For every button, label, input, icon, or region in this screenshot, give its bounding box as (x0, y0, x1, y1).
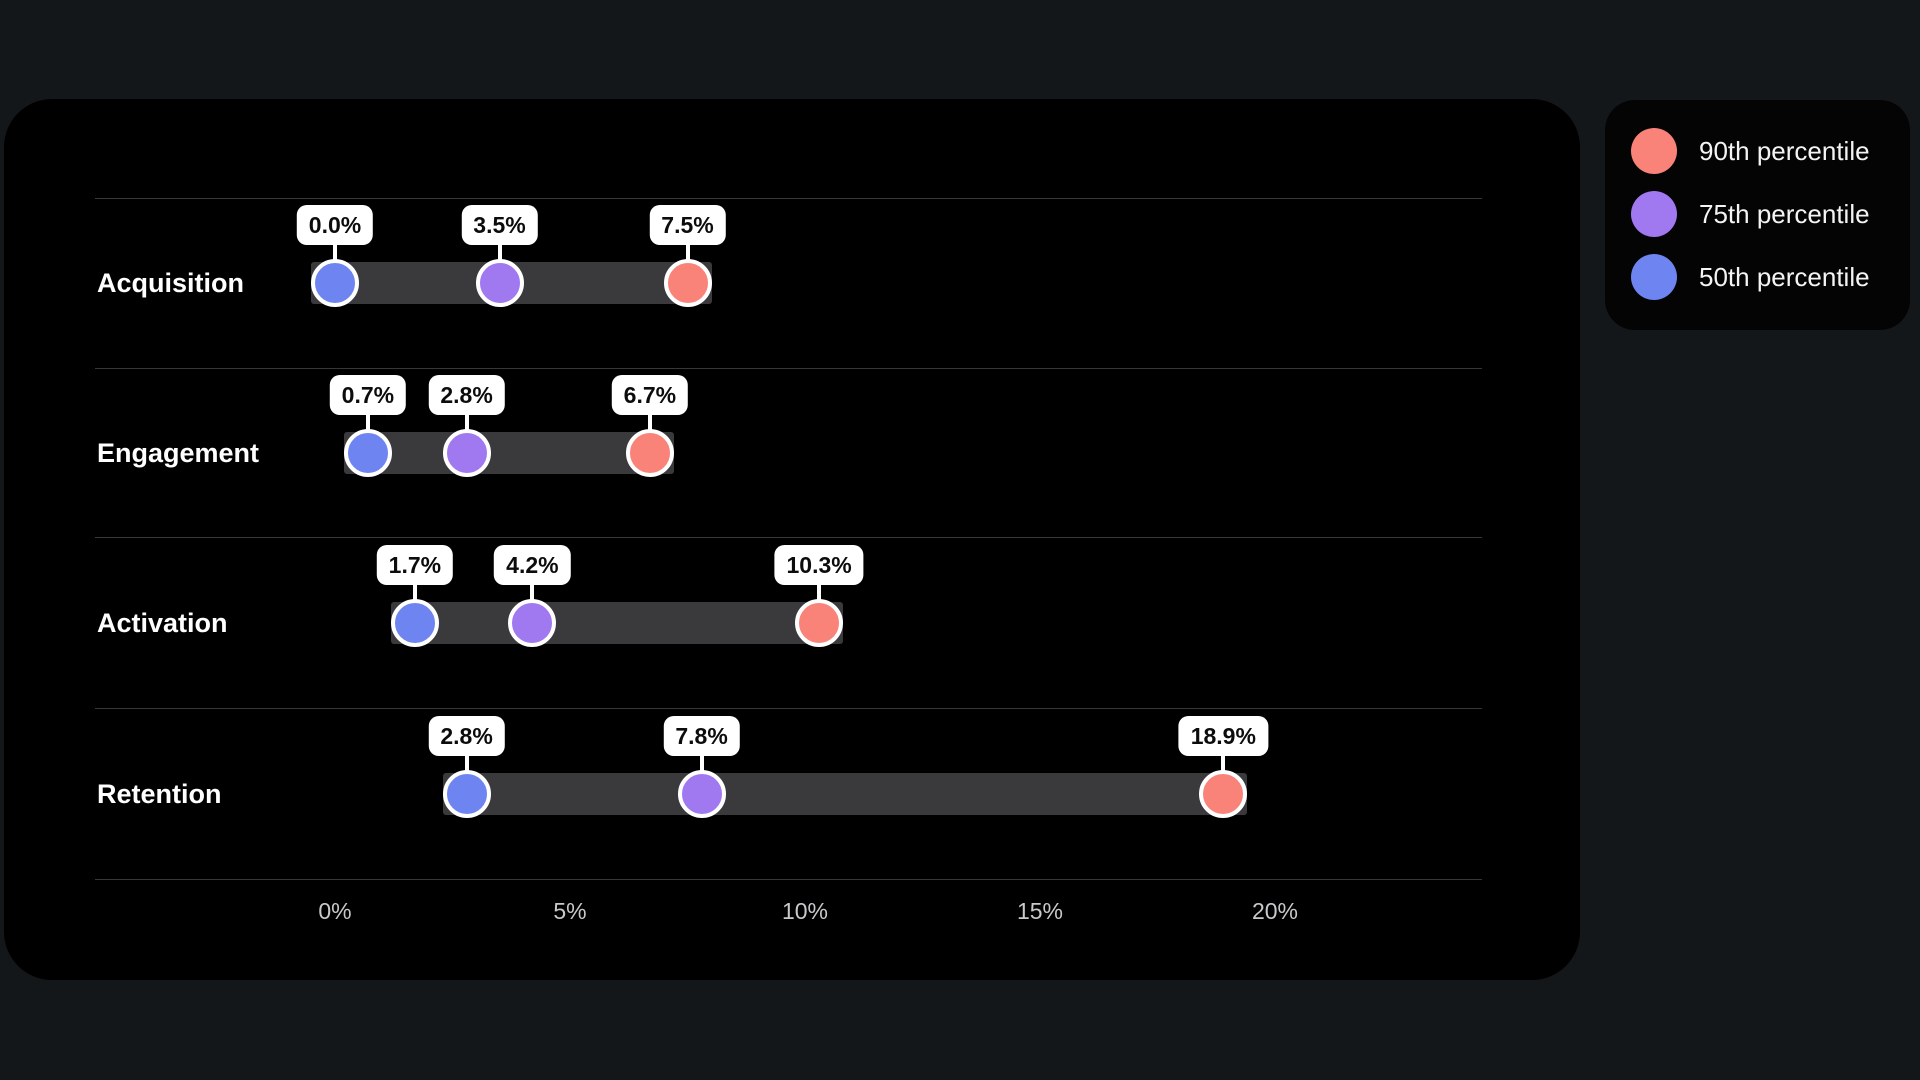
label-stem (647, 414, 652, 431)
gridline (95, 537, 1482, 538)
x-axis-tick-20%: 20% (1251, 898, 1299, 924)
dot-50th-percentile[interactable] (343, 428, 392, 477)
x-axis-tick-10%: 10% (781, 898, 829, 924)
label-stem (1221, 755, 1226, 772)
value-label: 4.2% (494, 544, 571, 585)
dot-90th-percentile[interactable] (1199, 769, 1248, 818)
dot-50th-percentile[interactable] (311, 259, 359, 307)
label-stem (365, 414, 370, 431)
label-stem (530, 584, 535, 601)
label-stem (464, 755, 469, 772)
dot-75th-percentile[interactable] (508, 598, 557, 647)
dot-50th-percentile[interactable] (390, 598, 439, 647)
value-label: 2.8% (428, 374, 505, 415)
label-stem (464, 414, 469, 431)
dot-90th-percentile[interactable] (663, 259, 712, 307)
percentile-range-bar (343, 431, 674, 474)
x-axis-tick-0%: 0% (318, 898, 352, 924)
percentile-dot-plot: Acquisition 0.0% 3.5% 7.5% Engagement 0.7% 2.8… (4, 99, 1580, 980)
percentile-range-bar (390, 601, 844, 644)
label-stem (817, 584, 822, 601)
legend-item-90th-percentile[interactable]: 90th percentile (1631, 128, 1910, 174)
gridline (95, 708, 1482, 709)
value-label: 2.8% (428, 715, 505, 756)
label-stem (333, 245, 337, 261)
dot-75th-percentile[interactable] (442, 428, 491, 477)
gridline (95, 198, 1482, 199)
category-label-retention: Retention (97, 778, 222, 809)
legend-item-label: 50th percentile (1699, 261, 1870, 292)
value-label: 18.9% (1178, 715, 1268, 756)
label-stem (699, 755, 704, 772)
dot-50th-percentile[interactable] (442, 769, 491, 818)
legend-item-label: 90th percentile (1699, 135, 1870, 166)
dot-75th-percentile[interactable] (475, 259, 524, 307)
label-stem (412, 584, 417, 601)
legend-item-75th-percentile[interactable]: 75th percentile (1631, 191, 1910, 237)
dot-90th-percentile[interactable] (795, 598, 844, 647)
value-label: 7.5% (649, 205, 726, 245)
value-label: 10.3% (774, 544, 864, 585)
chart-legend: 90th percentile 75th percentile 50th perce… (1605, 100, 1910, 330)
category-label-activation: Activation (97, 607, 228, 638)
value-label: 1.7% (376, 544, 454, 585)
value-label: 6.7% (611, 374, 689, 415)
legend-item-50th-percentile[interactable]: 50th percentile (1631, 254, 1910, 300)
value-label: 0.7% (329, 374, 407, 415)
category-label-engagement: Engagement (97, 437, 260, 468)
x-axis-tick-15%: 15% (1016, 898, 1064, 924)
x-axis-tick-5%: 5% (553, 898, 587, 924)
dot-75th-percentile[interactable] (677, 769, 726, 818)
legend-item-label: 75th percentile (1699, 198, 1870, 229)
x-axis-line (95, 879, 1482, 880)
circle-swatch-icon (1631, 191, 1677, 237)
gridline (95, 368, 1482, 369)
chart-card: Acquisition 0.0% 3.5% 7.5% Engagement 0.7% 2.8… (4, 99, 1580, 980)
category-label-acquisition: Acquisition (97, 268, 244, 298)
value-label: 7.8% (663, 715, 740, 756)
circle-swatch-icon (1631, 128, 1677, 174)
percentile-range-bar (442, 772, 1248, 815)
dot-90th-percentile[interactable] (625, 428, 674, 477)
value-label: 3.5% (461, 205, 538, 245)
label-stem (685, 245, 690, 261)
value-label: 0.0% (296, 205, 374, 245)
label-stem (497, 245, 502, 261)
circle-swatch-icon (1631, 254, 1677, 300)
